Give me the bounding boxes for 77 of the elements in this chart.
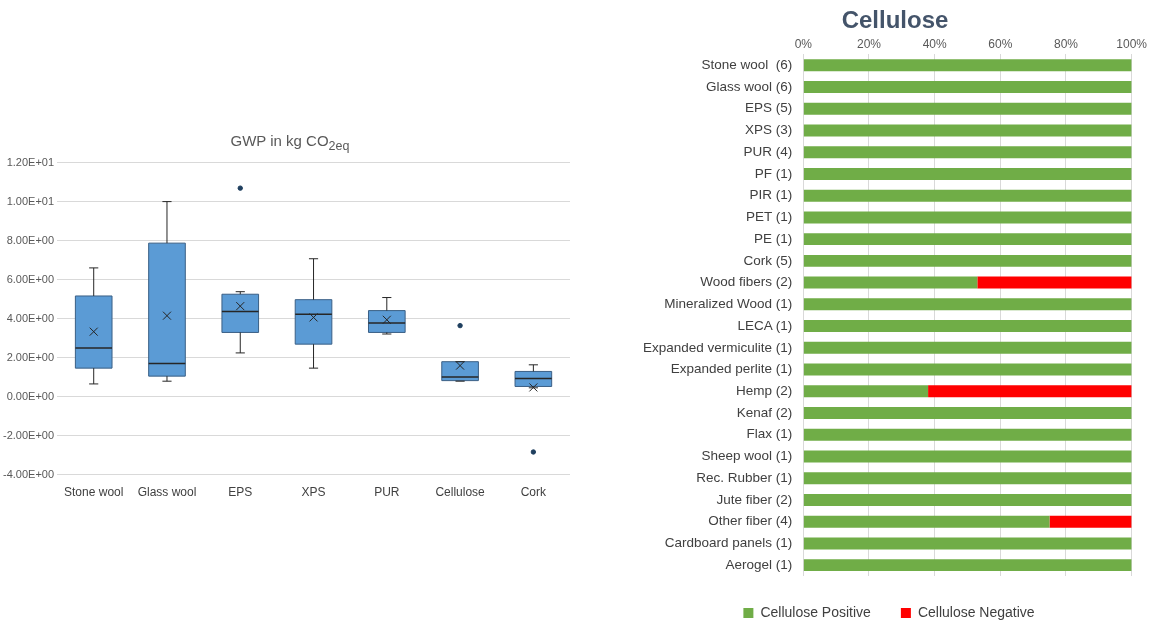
y-tick-label: Rec. Rubber (1) [696,469,793,485]
y-tick-label: -2.00E+00 [2,428,55,441]
y-tick-label: LECA (1) [737,317,793,333]
x-tick-label: 20% [856,36,882,51]
bar [803,254,1132,267]
x-tick-label: Cellulose [435,485,486,500]
x-tick-label: 60% [988,36,1013,51]
bar [803,146,1132,159]
bar [803,298,1132,311]
y-tick-label: 8.00E+00 [6,233,55,246]
x-tick-label: PUR [374,485,400,500]
x-tick-label: 80% [1053,36,1079,51]
y-tick-label: Kenaf (2) [736,404,793,420]
x-tick-label: EPS [228,485,253,500]
y-tick-label: Stone wool (6) [701,56,793,72]
bar [803,81,1132,93]
y-tick-label: -4.00E+00 [2,467,55,480]
y-tick-label: Mineralized Wood (1) [664,296,793,312]
bar [977,276,1132,289]
y-tick-label: EPS (5) [745,100,793,116]
y-tick-label: Sheep wool (1) [701,448,793,464]
y-tick-label: Expanded perlite (1) [670,361,793,377]
chart-title: GWP in kg CO$_{2eq}$ [229,132,351,153]
bar [803,189,1132,202]
bar [803,472,1132,485]
y-tick-label: Jute fiber (2) [716,491,793,507]
bar [803,428,1132,441]
bar [803,515,1050,528]
y-tick-label: 1.20E+01 [6,155,55,168]
bar [803,211,1132,224]
y-tick-label: PE (1) [754,230,793,246]
bar [803,320,1132,333]
y-tick-label: Expanded vermiculite (1) [642,339,793,355]
y-tick-label: Wood fibers (2) [700,274,793,290]
y-tick-label: PIR (1) [749,187,793,203]
bar [803,102,1132,115]
y-tick-label: Hemp (2) [736,382,793,398]
chart-title: Cellulose [840,6,950,34]
bar [803,167,1132,180]
y-tick-label: PET (1) [746,209,793,225]
bar [803,385,929,398]
legend-label: Cellulose Negative [917,603,1035,620]
bar [803,407,1132,419]
y-tick-label: 6.00E+00 [6,272,55,285]
x-tick-label: XPS [301,485,326,500]
bar [803,341,1132,354]
bar [803,559,1132,572]
y-tick-label: XPS (3) [745,122,793,138]
y-tick-label: PUR (4) [743,143,793,159]
bar [803,363,1132,376]
x-tick-label: Stone wool [64,485,124,500]
bar [803,124,1132,137]
legend-label: Cellulose Positive [760,603,872,620]
x-tick-label: 100% [1116,36,1148,51]
y-tick-label: 4.00E+00 [6,311,55,324]
bar [803,233,1132,246]
y-tick-label: Cardboard panels (1) [664,535,793,551]
y-tick-label: 0.00E+00 [6,389,55,402]
bar [928,385,1132,398]
bar [803,59,1132,72]
bar [803,493,1132,506]
y-tick-label: PF (1) [754,165,793,181]
bar [1049,515,1132,528]
x-tick-label: Glass wool [137,485,197,500]
bar [803,537,1132,550]
y-tick-label: Cork (5) [743,252,793,268]
bar [803,450,1132,463]
x-tick-label: 0% [794,36,813,51]
y-tick-label: 2.00E+00 [6,350,55,363]
y-tick-label: Flax (1) [746,426,793,442]
x-tick-label: 40% [922,36,947,51]
y-tick-label: 1.00E+01 [6,194,55,207]
y-tick-label: Glass wool (6) [706,78,793,94]
y-tick-label: Other fiber (4) [708,513,793,529]
bar [803,276,978,289]
y-tick-label: Aerogel (1) [725,556,793,572]
x-tick-label: Cork [520,485,548,500]
